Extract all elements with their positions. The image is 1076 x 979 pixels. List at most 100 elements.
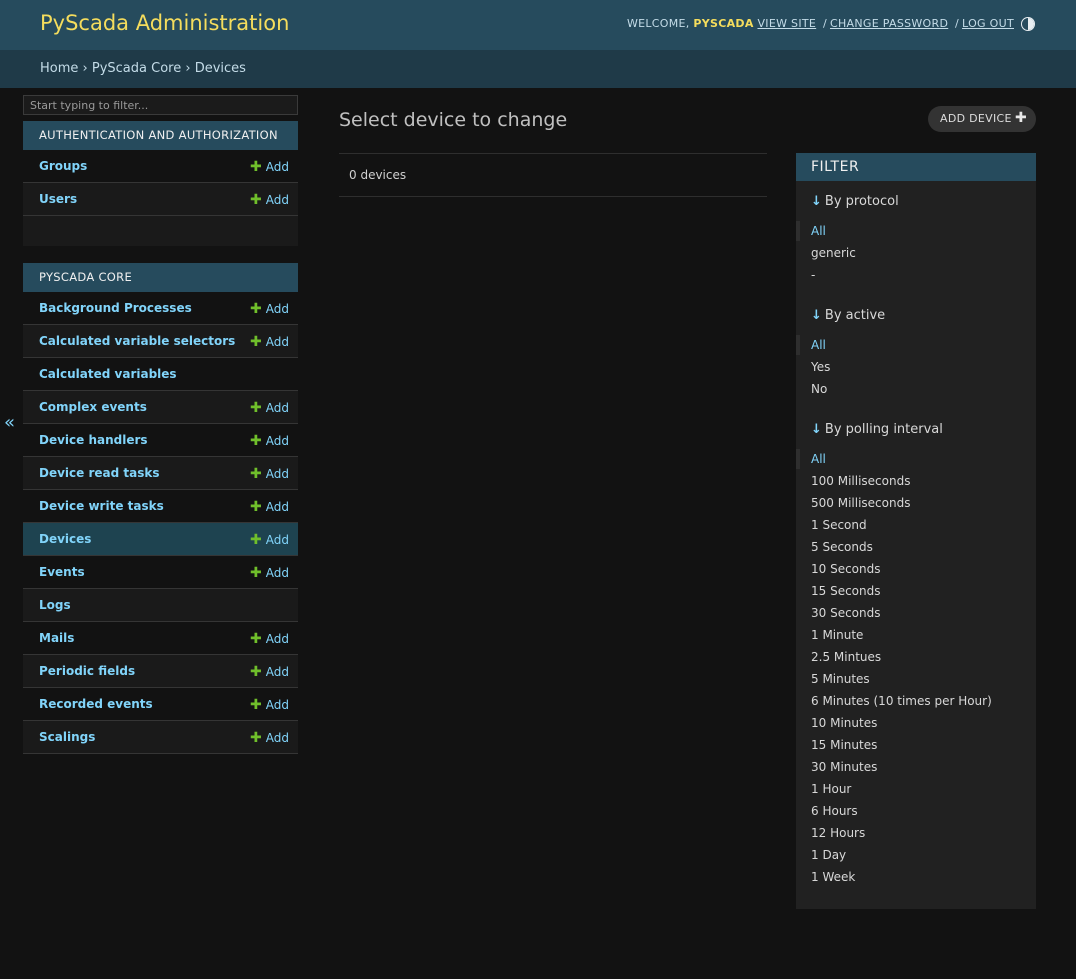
filter-choice[interactable]: 500 Milliseconds bbox=[811, 496, 911, 510]
filter-choice[interactable]: 5 Seconds bbox=[811, 540, 873, 554]
log-out-link[interactable]: Log out bbox=[962, 17, 1014, 30]
filter-choice[interactable]: 1 Second bbox=[811, 518, 867, 532]
module-caption-core[interactable]: PyScada Core bbox=[23, 263, 298, 292]
filter-choice[interactable]: 30 Seconds bbox=[811, 606, 881, 620]
filter-choice[interactable]: 1 Day bbox=[811, 848, 847, 862]
add-link[interactable]: ✚ Add bbox=[250, 192, 289, 208]
sidebar-item-link[interactable]: Calculated variables bbox=[39, 367, 177, 381]
sidebar-item-link[interactable]: Scalings bbox=[39, 730, 96, 744]
plus-icon: ✚ bbox=[1014, 110, 1027, 126]
sidebar-item-link[interactable]: Groups bbox=[39, 159, 88, 173]
add-label: Add bbox=[265, 193, 289, 207]
filter-choice[interactable]: 10 Seconds bbox=[811, 562, 881, 576]
filter-choice[interactable]: 15 Seconds bbox=[811, 584, 881, 598]
plus-icon: ✚ bbox=[250, 664, 262, 680]
add-link[interactable]: ✚ Add bbox=[250, 631, 289, 647]
view-site-link[interactable]: View site bbox=[757, 17, 817, 30]
filter-choice[interactable]: generic bbox=[811, 246, 856, 260]
filter-choice[interactable]: 30 Minutes bbox=[811, 760, 878, 774]
filter-heading[interactable]: ↓ By active bbox=[811, 308, 885, 323]
header: PyScada Administration Welcome, pyscada … bbox=[0, 0, 1076, 50]
breadcrumb-app[interactable]: PyScada Core bbox=[91, 61, 182, 76]
sidebar-item-link[interactable]: Device write tasks bbox=[39, 499, 164, 513]
plus-icon: ✚ bbox=[250, 466, 262, 482]
breadcrumb-home[interactable]: Home bbox=[40, 61, 79, 76]
filter-choice[interactable]: 5 Minutes bbox=[811, 672, 870, 686]
filter-choice[interactable]: 100 Milliseconds bbox=[811, 474, 911, 488]
sidebar-item-link[interactable]: Devices bbox=[39, 532, 92, 546]
add-label: Add bbox=[265, 434, 289, 448]
add-label: Add bbox=[265, 566, 289, 580]
add-link[interactable]: ✚ Add bbox=[250, 301, 289, 317]
add-link[interactable]: ✚ Add bbox=[250, 664, 289, 680]
sidebar-item-link[interactable]: Logs bbox=[39, 598, 71, 612]
plus-icon: ✚ bbox=[250, 499, 262, 515]
sidebar-item-periodic-fields: Periodic fields ✚ Add bbox=[23, 655, 298, 688]
sidebar-item-scalings: Scalings ✚ Add bbox=[23, 721, 298, 754]
add-device-button[interactable]: Add device ✚ bbox=[928, 106, 1036, 132]
sidebar-item-link[interactable]: Device handlers bbox=[39, 433, 148, 447]
filter-choice[interactable]: 15 Minutes bbox=[811, 738, 878, 752]
theme-toggle-icon[interactable] bbox=[1021, 17, 1035, 31]
module-caption-auth[interactable]: Authentication and Authorization bbox=[23, 121, 298, 150]
add-link[interactable]: ✚ Add bbox=[250, 400, 289, 416]
sidebar-item-groups: Groups ✚ Add bbox=[23, 150, 298, 183]
filter-title: Filter bbox=[796, 153, 1036, 181]
filter-choice[interactable]: Yes bbox=[811, 360, 831, 374]
plus-icon: ✚ bbox=[250, 192, 262, 208]
sidebar-item-events: Events ✚ Add bbox=[23, 556, 298, 589]
site-branding[interactable]: PyScada Administration bbox=[40, 11, 290, 35]
sidebar-item-link[interactable]: Events bbox=[39, 565, 85, 579]
filter-choice[interactable]: 1 Minute bbox=[811, 628, 864, 642]
separator: / bbox=[955, 17, 960, 30]
filter-heading[interactable]: ↓ By protocol bbox=[811, 194, 899, 209]
sidebar-item-link[interactable]: Mails bbox=[39, 631, 75, 645]
sidebar-item-link[interactable]: Complex events bbox=[39, 400, 147, 414]
sidebar-item-calculated-variable-selectors: Calculated variable selectors ✚ Add bbox=[23, 325, 298, 358]
filter-choice[interactable]: All bbox=[796, 335, 826, 355]
module-spacer bbox=[23, 216, 298, 246]
sidebar-item-device-read-tasks: Device read tasks ✚ Add bbox=[23, 457, 298, 490]
filter-choice[interactable]: 10 Minutes bbox=[811, 716, 878, 730]
add-link[interactable]: ✚ Add bbox=[250, 466, 289, 482]
filter-choice[interactable]: 1 Hour bbox=[811, 782, 852, 796]
change-password-link[interactable]: Change password bbox=[829, 17, 949, 30]
add-link[interactable]: ✚ Add bbox=[250, 499, 289, 515]
plus-icon: ✚ bbox=[250, 730, 262, 746]
filter-heading[interactable]: ↓ By polling interval bbox=[811, 422, 943, 437]
add-link[interactable]: ✚ Add bbox=[250, 532, 289, 548]
add-link[interactable]: ✚ Add bbox=[250, 334, 289, 350]
sidebar-item-link[interactable]: Users bbox=[39, 192, 78, 206]
sidebar-item-device-handlers: Device handlers ✚ Add bbox=[23, 424, 298, 457]
sidebar-item-link[interactable]: Background Processes bbox=[39, 301, 192, 315]
filter-choice[interactable]: 6 Minutes (10 times per Hour) bbox=[811, 694, 992, 708]
add-link[interactable]: ✚ Add bbox=[250, 159, 289, 175]
plus-icon: ✚ bbox=[250, 532, 262, 548]
filter-choice[interactable]: All bbox=[796, 221, 826, 241]
collapse-sidebar-icon[interactable]: « bbox=[4, 412, 16, 433]
add-label: Add bbox=[265, 500, 289, 514]
sidebar-item-devices: Devices ✚ Add bbox=[23, 523, 298, 556]
add-link[interactable]: ✚ Add bbox=[250, 565, 289, 581]
filter-choice[interactable]: All bbox=[796, 449, 826, 469]
sidebar-item-link[interactable]: Recorded events bbox=[39, 697, 153, 711]
filter-choice[interactable]: 1 Week bbox=[811, 870, 856, 884]
separator: / bbox=[822, 17, 827, 30]
add-label: Add bbox=[265, 731, 289, 745]
changelist: 0 devices bbox=[339, 153, 767, 197]
sidebar-item-link[interactable]: Device read tasks bbox=[39, 466, 160, 480]
add-link[interactable]: ✚ Add bbox=[250, 730, 289, 746]
filter-choice[interactable]: - bbox=[811, 268, 816, 282]
filter-choice[interactable]: 2.5 Mintues bbox=[811, 650, 882, 664]
add-link[interactable]: ✚ Add bbox=[250, 433, 289, 449]
arrow-down-icon: ↓ bbox=[811, 194, 822, 209]
filter-choice[interactable]: No bbox=[811, 382, 828, 396]
sidebar-item-link[interactable]: Calculated variable selectors bbox=[39, 334, 236, 348]
sidebar-item-link[interactable]: Periodic fields bbox=[39, 664, 136, 678]
breadcrumb-separator: › bbox=[185, 61, 191, 76]
filter-choice[interactable]: 6 Hours bbox=[811, 804, 858, 818]
filter-choice[interactable]: 12 Hours bbox=[811, 826, 866, 840]
nav-filter-input[interactable] bbox=[23, 95, 298, 115]
filter-heading-label: By active bbox=[824, 308, 886, 323]
add-link[interactable]: ✚ Add bbox=[250, 697, 289, 713]
